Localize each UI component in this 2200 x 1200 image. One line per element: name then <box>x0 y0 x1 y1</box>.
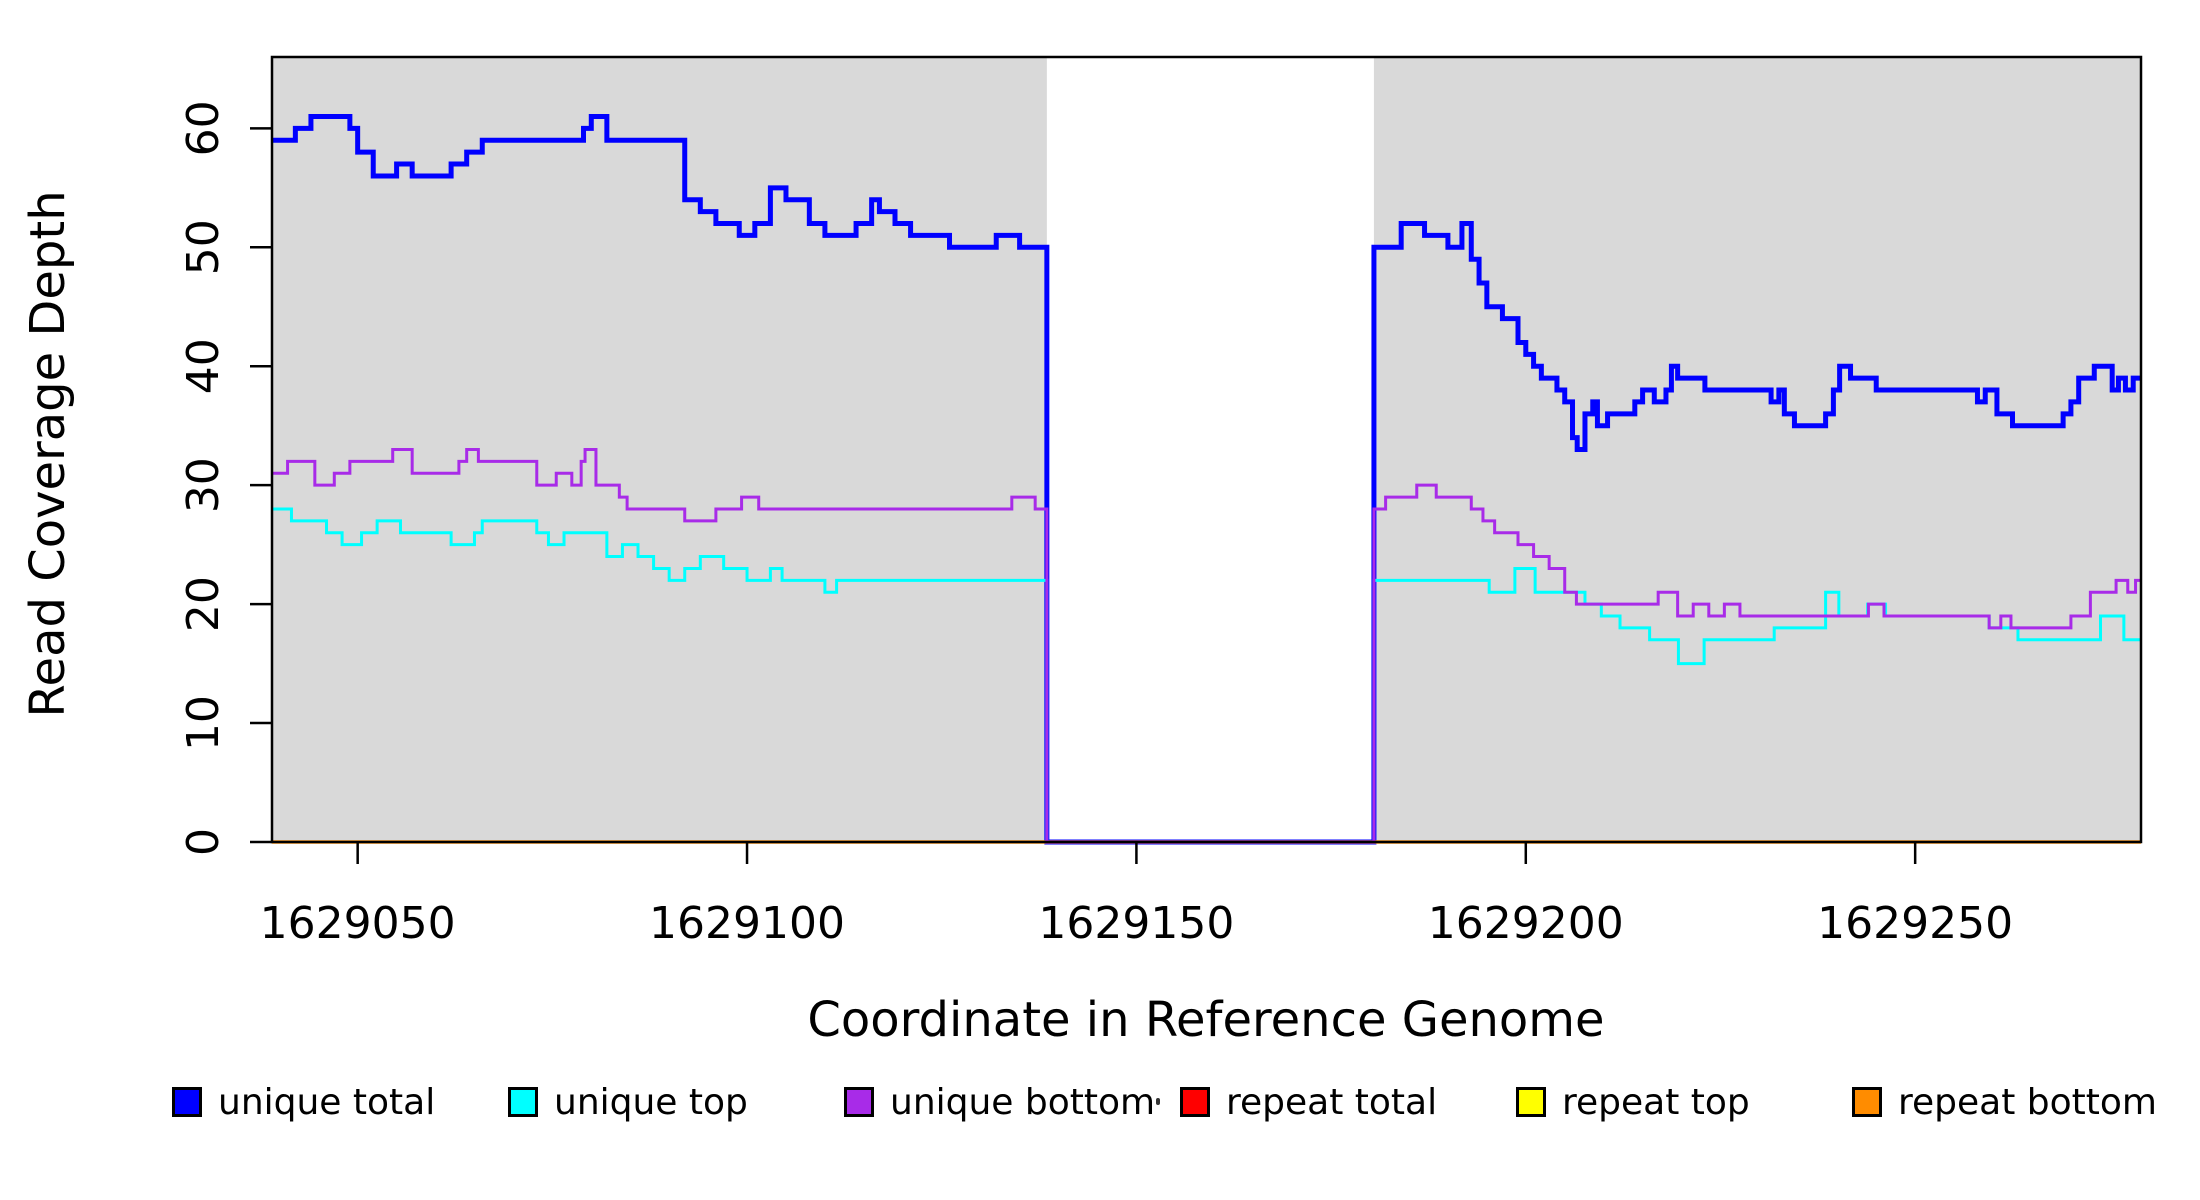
y-tick-label: 0 <box>178 828 229 856</box>
x-tick-label: 1629150 <box>1038 898 1234 949</box>
legend-label: repeat bottom <box>1898 1081 2157 1123</box>
series-unique-top <box>272 507 2141 844</box>
y-tick-label: 40 <box>178 338 229 394</box>
x-tick-label: 1629250 <box>1817 898 2013 949</box>
legend-swatch-icon <box>844 1087 874 1117</box>
y-tick-label: 50 <box>178 219 229 275</box>
legend-label: unique top <box>554 1081 748 1123</box>
legend-item-unique-total: unique total <box>172 1081 436 1123</box>
legend-swatch-icon <box>1516 1087 1546 1117</box>
legend-label: unique total <box>218 1081 436 1123</box>
series-unique-bottom <box>272 448 2141 844</box>
y-tick-label: 20 <box>178 576 229 632</box>
legend-swatch-icon <box>1852 1087 1882 1117</box>
plot-border <box>270 55 2143 844</box>
y-tick-label: 30 <box>178 457 229 513</box>
legend-item-repeat-top: repeat top <box>1516 1081 1750 1123</box>
legend-item-repeat-bottom: repeat bottom <box>1852 1081 2157 1123</box>
legend-swatch-icon <box>508 1087 538 1117</box>
legend-label: repeat total <box>1226 1081 1438 1123</box>
y-axis-title: Read Coverage Depth <box>20 190 76 718</box>
shaded-region <box>1373 57 2141 842</box>
x-axis-title: Coordinate in Reference Genome <box>807 992 1605 1048</box>
x-tick-label: 1629100 <box>649 898 845 949</box>
y-tick-label: 60 <box>178 100 229 156</box>
legend-swatch-icon <box>1180 1087 1210 1117</box>
x-tick-label: 1629050 <box>260 898 456 949</box>
y-tick-label: 10 <box>178 695 229 751</box>
x-tick-label: 1629200 <box>1428 898 1624 949</box>
legend-item-repeat-total: repeat total <box>1180 1081 1438 1123</box>
legend-label: repeat top <box>1562 1081 1750 1123</box>
legend: unique total unique top unique bottom repea… <box>0 1082 2200 1142</box>
stray-dot-artifact <box>1156 1098 1160 1105</box>
series-unique-total <box>272 113 2141 845</box>
legend-item-unique-top: unique top <box>508 1081 748 1123</box>
legend-item-unique-bottom: unique bottom <box>844 1081 1156 1123</box>
legend-swatch-icon <box>172 1087 202 1117</box>
legend-label: unique bottom <box>890 1081 1156 1123</box>
